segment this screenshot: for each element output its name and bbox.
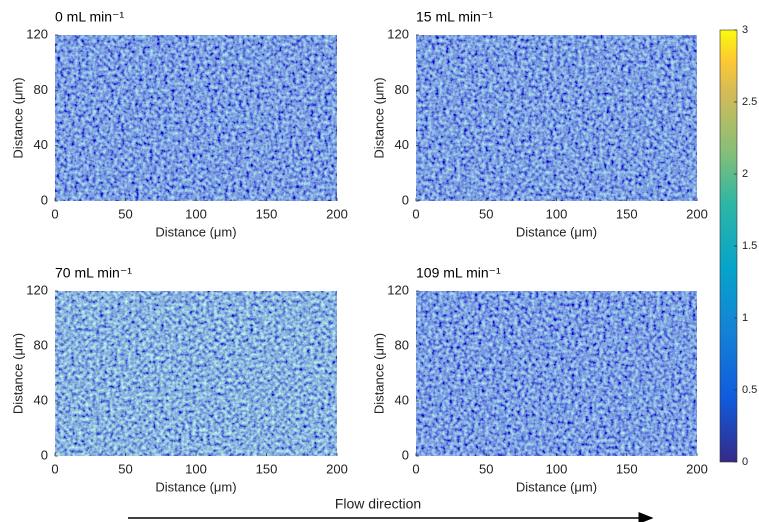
colorbar-tick-label: 2 bbox=[742, 168, 748, 180]
colorbar-tick-label: 1 bbox=[742, 312, 748, 324]
colorbar-tick-label: 2.5 bbox=[742, 96, 757, 108]
y-tick-label: 0 bbox=[41, 192, 48, 207]
x-axis-label: Distance (μm) bbox=[155, 224, 236, 239]
x-tick-label: 200 bbox=[686, 206, 708, 221]
y-tick-label: 0 bbox=[41, 447, 48, 462]
x-tick-label: 0 bbox=[412, 206, 419, 221]
x-tick-label: 150 bbox=[616, 206, 638, 221]
y-axis-label: Distance (μm) bbox=[10, 77, 25, 158]
x-axis-label: Distance (μm) bbox=[155, 479, 236, 494]
x-tick-label: 100 bbox=[546, 206, 568, 221]
y-tick-label: 40 bbox=[395, 392, 409, 407]
annotation: Flow direction bbox=[335, 496, 421, 512]
y-tick-label: 0 bbox=[402, 192, 409, 207]
panel-title: 15 mL min⁻¹ bbox=[416, 9, 493, 25]
panel-title: 0 mL min⁻¹ bbox=[55, 9, 124, 25]
y-tick-label: 120 bbox=[387, 26, 409, 41]
y-tick-label: 120 bbox=[387, 282, 409, 297]
colorbar-tick-label: 1.5 bbox=[742, 240, 757, 252]
x-tick-label: 50 bbox=[479, 461, 493, 476]
y-tick-label: 80 bbox=[395, 82, 409, 97]
x-axis-label: Distance (μm) bbox=[516, 224, 597, 239]
heatmap bbox=[55, 35, 337, 201]
y-axis-label: Distance (μm) bbox=[10, 333, 25, 414]
heatmap bbox=[55, 291, 337, 456]
y-tick-label: 40 bbox=[34, 392, 48, 407]
colorbar-tick-label: 0 bbox=[742, 456, 748, 468]
y-tick-label: 80 bbox=[34, 337, 48, 352]
x-tick-label: 0 bbox=[51, 461, 58, 476]
y-tick-label: 120 bbox=[26, 26, 48, 41]
x-tick-label: 200 bbox=[686, 461, 708, 476]
panel-title: 109 mL min⁻¹ bbox=[416, 265, 501, 281]
y-axis-label: Distance (μm) bbox=[371, 77, 386, 158]
x-tick-label: 0 bbox=[412, 461, 419, 476]
y-axis-label: Distance (μm) bbox=[371, 333, 386, 414]
x-tick-label: 200 bbox=[326, 461, 348, 476]
y-tick-label: 0 bbox=[402, 447, 409, 462]
colorbar-tick-label: 0.5 bbox=[742, 384, 757, 396]
y-tick-label: 40 bbox=[395, 137, 409, 152]
y-tick-label: 40 bbox=[34, 137, 48, 152]
x-tick-label: 100 bbox=[185, 206, 207, 221]
x-tick-label: 200 bbox=[326, 206, 348, 221]
x-tick-label: 50 bbox=[118, 461, 132, 476]
x-tick-label: 100 bbox=[546, 461, 568, 476]
x-tick-label: 150 bbox=[616, 461, 638, 476]
y-tick-label: 80 bbox=[34, 82, 48, 97]
x-tick-label: 50 bbox=[118, 206, 132, 221]
x-axis-label: Distance (μm) bbox=[516, 479, 597, 494]
x-tick-label: 150 bbox=[256, 461, 278, 476]
x-tick-label: 100 bbox=[185, 461, 207, 476]
y-tick-label: 80 bbox=[395, 337, 409, 352]
y-tick-label: 120 bbox=[26, 282, 48, 297]
colorbar-tick-label: 3 bbox=[742, 24, 748, 36]
heatmap bbox=[416, 291, 697, 456]
x-tick-label: 50 bbox=[479, 206, 493, 221]
x-tick-label: 150 bbox=[256, 206, 278, 221]
x-tick-label: 0 bbox=[51, 206, 58, 221]
panel-title: 70 mL min⁻¹ bbox=[55, 265, 132, 281]
heatmap bbox=[416, 35, 697, 201]
